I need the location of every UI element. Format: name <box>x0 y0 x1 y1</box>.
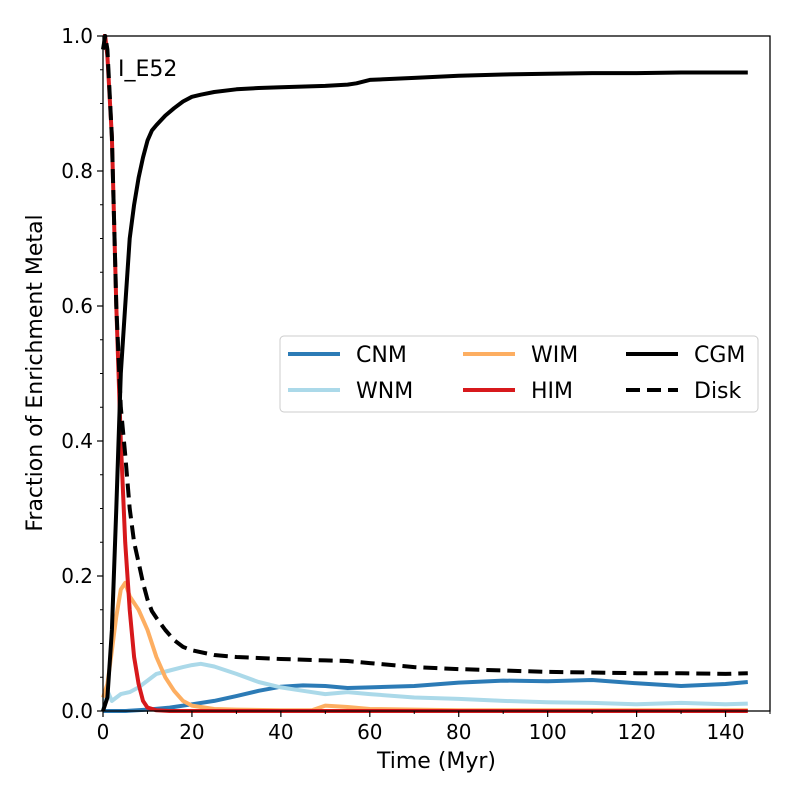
legend: CNM WNM WIM HIM CGM Disk <box>279 335 759 413</box>
series-line-disk <box>101 34 748 676</box>
x-ticks: 0 20 40 60 80 100 120 140 <box>97 711 771 744</box>
x-tick-label: 120 <box>618 720 656 744</box>
y-ticks: 0.0 0.2 0.4 0.6 0.8 1.0 <box>61 24 103 723</box>
legend-label-wnm: WNM <box>356 379 413 404</box>
x-tick-label: 60 <box>357 720 382 744</box>
y-tick-label: 0.0 <box>61 699 93 723</box>
series-line-cnm <box>103 678 748 713</box>
x-tick-label: 0 <box>97 720 110 744</box>
legend-label-disk: Disk <box>694 379 742 404</box>
legend-label-him: HIM <box>531 379 573 404</box>
x-tick-label: 40 <box>268 720 293 744</box>
x-tick-label: 80 <box>446 720 471 744</box>
y-tick-label: 1.0 <box>61 24 93 48</box>
y-tick-label: 0.4 <box>61 429 93 453</box>
series-line-wim <box>101 580 748 713</box>
y-tick-label: 0.8 <box>61 159 93 183</box>
series-line-cgm <box>101 70 748 712</box>
y-tick-label: 0.6 <box>61 294 93 318</box>
legend-box <box>279 335 759 413</box>
y-tick-label: 0.2 <box>61 564 93 588</box>
legend-label-cnm: CNM <box>356 343 407 368</box>
annotation-label: I_E52 <box>118 57 177 82</box>
legend-label-cgm: CGM <box>694 343 745 368</box>
x-tick-label: 100 <box>529 720 567 744</box>
x-tick-label: 140 <box>706 720 744 744</box>
y-axis-label: Fraction of Enrichment Metal <box>23 214 48 531</box>
legend-label-wim: WIM <box>531 343 578 368</box>
series-line-wnm <box>101 661 748 712</box>
x-axis-label: Time (Myr) <box>376 749 496 774</box>
x-tick-label: 20 <box>179 720 204 744</box>
